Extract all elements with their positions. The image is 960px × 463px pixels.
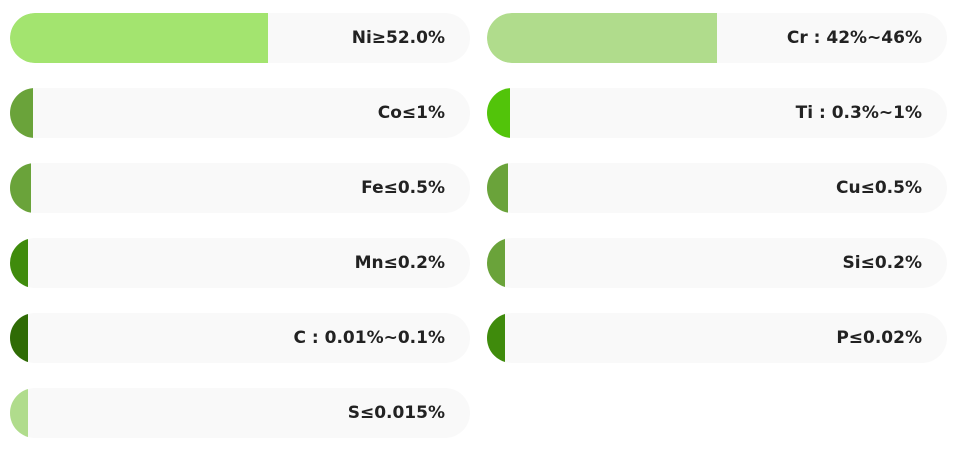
element-bar: Cu≤0.5% — [487, 163, 947, 213]
bar-label: Cr : 42%~46% — [786, 28, 922, 48]
element-bar: Fe≤0.5% — [10, 163, 470, 213]
element-bar: S≤0.015% — [10, 388, 470, 438]
bar-fill — [487, 13, 717, 63]
bar-label: Mn≤0.2% — [354, 253, 445, 273]
bar-label: Ti : 0.3%~1% — [795, 103, 922, 123]
bar-fill — [10, 163, 31, 213]
bar-label: Ni≥52.0% — [351, 28, 445, 48]
element-bar: Si≤0.2% — [487, 238, 947, 288]
bar-label: S≤0.015% — [347, 403, 445, 423]
element-bar: Ni≥52.0% — [10, 13, 470, 63]
bar-fill — [487, 238, 506, 288]
bar-fill — [10, 313, 29, 363]
element-bar: Mn≤0.2% — [10, 238, 470, 288]
element-bar: Co≤1% — [10, 88, 470, 138]
bar-fill — [487, 163, 508, 213]
element-bar: Ti : 0.3%~1% — [487, 88, 947, 138]
bar-label: C : 0.01%~0.1% — [293, 328, 445, 348]
bar-label: Fe≤0.5% — [361, 178, 445, 198]
bar-fill — [487, 88, 510, 138]
element-bar: P≤0.02% — [487, 313, 947, 363]
bar-fill — [10, 238, 29, 288]
bar-label: Co≤1% — [377, 103, 445, 123]
left-bar-column: Ni≥52.0% Co≤1% Fe≤0.5% Mn≤0.2% C : 0.01%~0.1… — [10, 13, 470, 463]
element-bar: Cr : 42%~46% — [487, 13, 947, 63]
bar-label: Cu≤0.5% — [836, 178, 922, 198]
bar-fill — [10, 13, 268, 63]
element-bar: C : 0.01%~0.1% — [10, 313, 470, 363]
bar-fill — [487, 313, 506, 363]
bar-fill — [10, 388, 29, 438]
bar-label: P≤0.02% — [836, 328, 922, 348]
bar-label: Si≤0.2% — [842, 253, 922, 273]
bar-fill — [10, 88, 33, 138]
right-bar-column: Cr : 42%~46% Ti : 0.3%~1% Cu≤0.5% Si≤0.2% P≤… — [487, 13, 947, 388]
